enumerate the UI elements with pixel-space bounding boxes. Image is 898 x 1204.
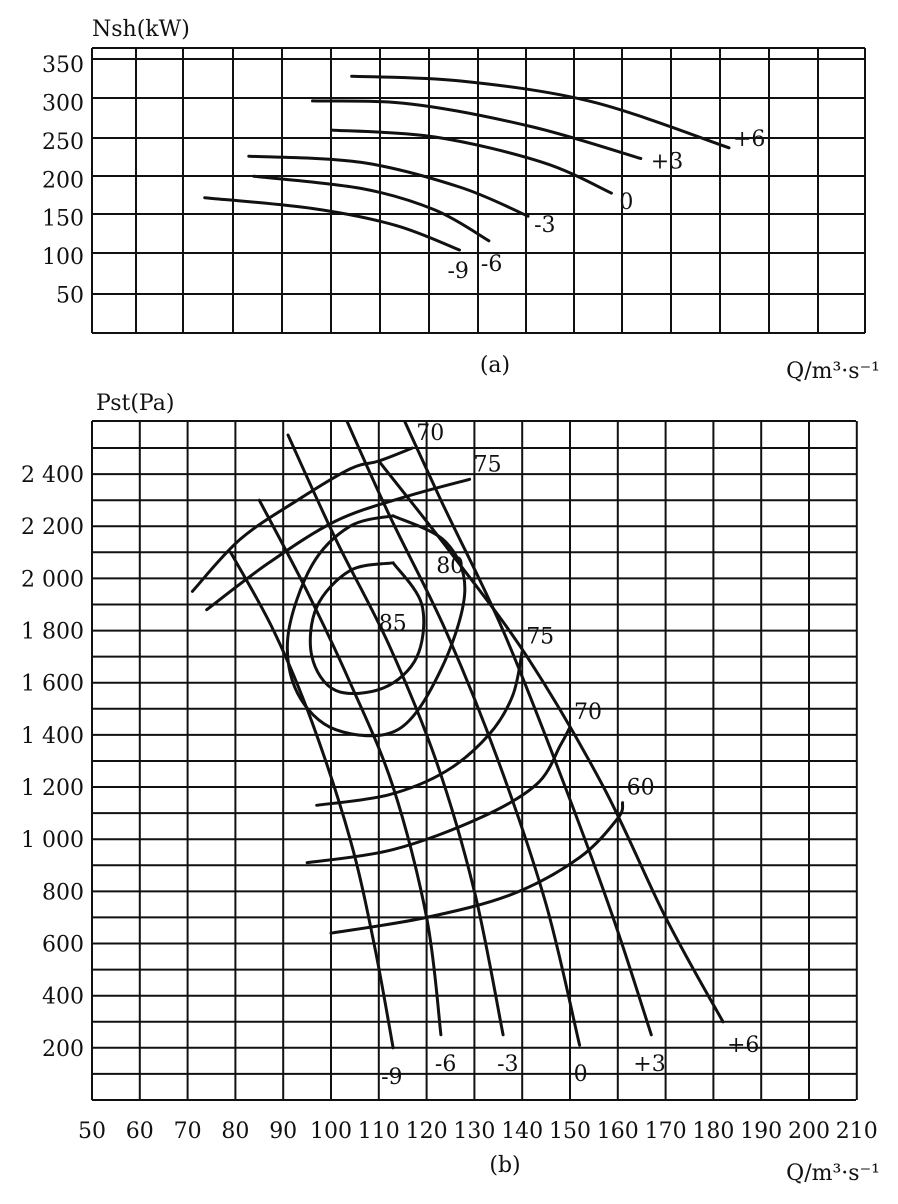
x-tick-label-b: 50 bbox=[78, 1119, 106, 1144]
x-tick-label-b: 130 bbox=[453, 1119, 495, 1144]
y-tick-label-a: 200 bbox=[42, 168, 84, 193]
efficiency-curve-70 bbox=[190, 446, 414, 593]
y-tick-label-a: 100 bbox=[42, 245, 84, 270]
y-axis-title-b: Pst(Pa) bbox=[96, 391, 174, 416]
efficiency-label: 80 bbox=[436, 554, 464, 579]
series-label-a: +6 bbox=[733, 127, 765, 152]
panel-label-b: (b) bbox=[489, 1153, 520, 1178]
y-tick-label-b: 1 600 bbox=[21, 672, 84, 697]
panel-a-power-chart: 50 100 150 200 250 300 350 Nsh(kW) (a) Q/m³·s⁻¹ -9… bbox=[42, 17, 880, 384]
y-tick-label-a: 300 bbox=[42, 91, 84, 116]
series-line-a bbox=[350, 74, 731, 150]
efficiency-label: 70 bbox=[416, 421, 444, 446]
efficiency-label: 60 bbox=[627, 776, 655, 801]
series-line-a bbox=[247, 154, 530, 218]
series-label-a: +3 bbox=[651, 150, 683, 175]
series-label-b: -3 bbox=[497, 1052, 518, 1077]
x-tick-label-b: 140 bbox=[501, 1119, 543, 1144]
efficiency-curve-75 bbox=[205, 477, 472, 612]
y-tick-label-b: 2 400 bbox=[21, 463, 84, 488]
x-tick-label-b: 150 bbox=[549, 1119, 591, 1144]
series-line-b bbox=[286, 433, 505, 1037]
efficiency-label: 75 bbox=[474, 452, 502, 477]
efficiency-label: 85 bbox=[379, 612, 407, 637]
series-line-b bbox=[257, 498, 443, 1037]
x-axis-title-a: Q/m³·s⁻¹ bbox=[786, 359, 880, 384]
panel-b-pressure-chart: 50 60 70 80 90 100 110 120 130 140 150 160 170 180 190… bbox=[21, 391, 880, 1186]
x-tick-label-b: 110 bbox=[358, 1119, 400, 1144]
y-tick-label-b: 1 800 bbox=[21, 620, 84, 645]
efficiency-curve-70 bbox=[305, 725, 572, 865]
series-label-b: 0 bbox=[574, 1062, 588, 1087]
x-tick-label-b: 170 bbox=[645, 1119, 687, 1144]
series-label-a: -3 bbox=[534, 213, 555, 238]
series-line-a bbox=[203, 196, 461, 252]
x-tick-label-b: 70 bbox=[174, 1119, 202, 1144]
efficiency-curve-80 bbox=[285, 514, 467, 738]
series-line-b bbox=[229, 550, 395, 1050]
series-label-b: -6 bbox=[435, 1052, 456, 1077]
y-axis-title-a: Nsh(kW) bbox=[92, 17, 190, 42]
y-tick-label-a: 50 bbox=[56, 284, 84, 309]
y-tick-label-b: 800 bbox=[42, 880, 84, 905]
x-axis-title-b: Q/m³·s⁻¹ bbox=[786, 1161, 880, 1186]
y-tick-label-b: 2 200 bbox=[21, 515, 84, 540]
y-tick-label-a: 350 bbox=[42, 53, 84, 78]
series-label-a: -6 bbox=[481, 252, 502, 277]
x-tick-label-b: 180 bbox=[692, 1119, 734, 1144]
y-tick-label-a: 150 bbox=[42, 207, 84, 232]
y-tick-label-b: 2 000 bbox=[21, 567, 84, 592]
efficiency-curve-60 bbox=[329, 801, 625, 935]
x-tick-label-b: 60 bbox=[126, 1119, 154, 1144]
x-tick-label-b: 160 bbox=[597, 1119, 639, 1144]
series-label-a: 0 bbox=[619, 190, 633, 215]
efficiency-label: 75 bbox=[526, 624, 554, 649]
x-tick-label-b: 210 bbox=[836, 1119, 878, 1144]
efficiency-label: 70 bbox=[574, 700, 602, 725]
series-label-b: -9 bbox=[381, 1065, 402, 1090]
efficiency-curve-85 bbox=[308, 561, 426, 696]
series-line-b bbox=[377, 459, 725, 1024]
x-tick-label-b: 120 bbox=[406, 1119, 448, 1144]
panel-label-a: (a) bbox=[480, 353, 510, 378]
series-line-a bbox=[330, 128, 613, 195]
y-tick-label-b: 600 bbox=[42, 933, 84, 958]
x-tick-label-b: 190 bbox=[740, 1119, 782, 1144]
series-label-a: -9 bbox=[448, 259, 469, 284]
series-line-a bbox=[311, 99, 643, 160]
x-tick-label-b: 80 bbox=[221, 1119, 249, 1144]
x-tick-label-b: 100 bbox=[310, 1119, 352, 1144]
x-tick-label-b: 90 bbox=[269, 1119, 297, 1144]
series-line-b bbox=[345, 421, 582, 1047]
series-label-b: +3 bbox=[633, 1052, 665, 1077]
y-tick-label-b: 200 bbox=[42, 1037, 84, 1062]
y-tick-label-b: 1 000 bbox=[21, 828, 84, 853]
x-tick-label-b: 200 bbox=[788, 1119, 830, 1144]
efficiency-curve-75 bbox=[315, 649, 524, 807]
series-line-b bbox=[402, 421, 653, 1037]
y-tick-label-b: 1 400 bbox=[21, 724, 84, 749]
series-line-a bbox=[252, 174, 491, 243]
y-tick-label-b: 1 200 bbox=[21, 776, 84, 801]
y-tick-label-a: 250 bbox=[42, 130, 84, 155]
y-tick-label-b: 400 bbox=[42, 985, 84, 1010]
series-label-b: +6 bbox=[727, 1033, 759, 1058]
